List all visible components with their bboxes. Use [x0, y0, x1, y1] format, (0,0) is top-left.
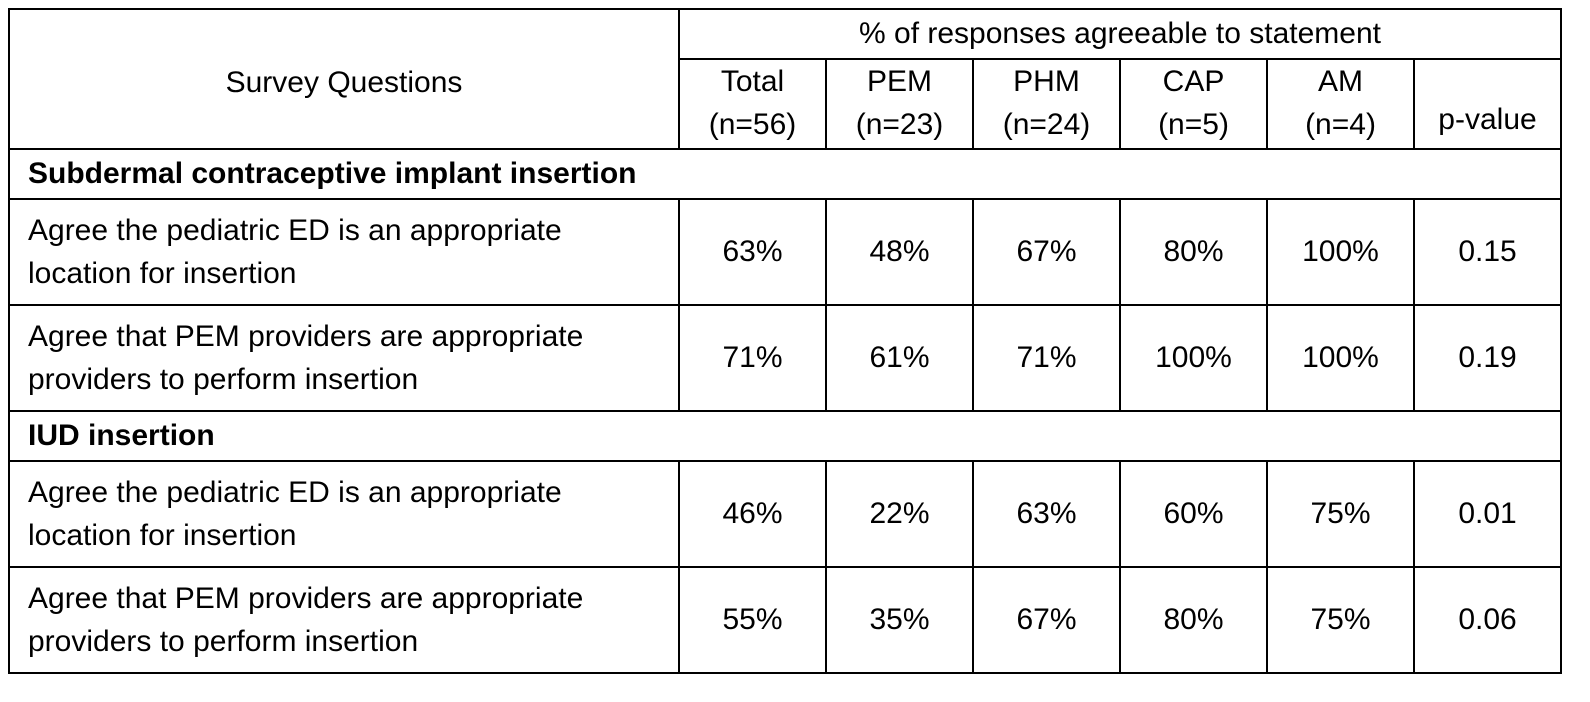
question-line: Agree that PEM providers are appropriate: [28, 581, 584, 615]
question-line: location for insertion: [28, 519, 297, 552]
value-p: 0.19: [1412, 304, 1563, 412]
value-phm: 67%: [972, 566, 1121, 674]
value-cap: 60%: [1119, 460, 1268, 568]
value-total: 63%: [678, 198, 827, 306]
value-cap: 100%: [1119, 304, 1268, 412]
value-am: 100%: [1266, 304, 1415, 412]
value-p: 0.06: [1412, 566, 1563, 674]
value-p: 0.15: [1412, 198, 1563, 306]
column-name: CAP: [1162, 65, 1225, 99]
column-header-am: AM (n=4): [1266, 58, 1415, 150]
column-header-total: Total (n=56): [678, 58, 827, 150]
value-total: 71%: [678, 304, 827, 412]
survey-questions-header: Survey Questions: [8, 8, 680, 150]
value-total: 46%: [678, 460, 827, 568]
value-phm: 63%: [972, 460, 1121, 568]
value-am: 75%: [1266, 460, 1415, 568]
value-total: 55%: [678, 566, 827, 674]
column-name: PHM: [1013, 65, 1080, 99]
section-title-implant: Subdermal contraceptive implant insertio…: [7, 148, 1563, 200]
column-name: PEM: [866, 65, 932, 99]
question-line: Agree the pediatric ED is an appropriate: [28, 213, 562, 247]
value-phm: 71%: [972, 304, 1121, 412]
question-line: Agree the pediatric ED is an appropriate: [28, 475, 562, 509]
value-cap: 80%: [1119, 198, 1268, 306]
table-row: Agree that PEM providers are appropriate…: [8, 304, 1563, 412]
survey-results-table: Survey Questions % of responses agreeabl…: [7, 8, 1563, 674]
column-sample-size: (n=23): [855, 108, 944, 141]
value-am: 100%: [1266, 198, 1415, 306]
column-header-cap: CAP (n=5): [1119, 58, 1268, 150]
value-phm: 67%: [972, 198, 1121, 306]
question-cell: Agree the pediatric ED is an appropriate…: [8, 198, 680, 306]
value-cap: 80%: [1119, 566, 1268, 674]
column-name: AM: [1318, 65, 1363, 99]
column-sample-size: (n=24): [1002, 108, 1091, 141]
value-pem: 22%: [825, 460, 974, 568]
question-cell: Agree that PEM providers are appropriate…: [8, 304, 680, 412]
value-pem: 48%: [825, 198, 974, 306]
table-row: Agree that PEM providers are appropriate…: [8, 566, 1563, 674]
value-am: 75%: [1266, 566, 1415, 674]
section-title-iud: IUD insertion: [7, 410, 1563, 462]
column-sample-size: (n=4): [1305, 108, 1376, 141]
table-row: Agree the pediatric ED is an appropriate…: [8, 460, 1563, 568]
value-pem: 61%: [825, 304, 974, 412]
value-pem: 35%: [825, 566, 974, 674]
column-header-p-value: p-value: [1412, 58, 1563, 150]
column-sample-size: (n=56): [708, 108, 797, 141]
percent-agreeable-header: % of responses agreeable to statement: [677, 8, 1563, 60]
question-line: providers to perform insertion: [28, 625, 419, 658]
question-cell: Agree that PEM providers are appropriate…: [8, 566, 680, 674]
table-row: Agree the pediatric ED is an appropriate…: [8, 198, 1563, 306]
column-sample-size: (n=5): [1158, 108, 1229, 141]
question-cell: Agree the pediatric ED is an appropriate…: [8, 460, 680, 568]
column-name: Total: [720, 65, 785, 99]
question-line: location for insertion: [28, 257, 297, 290]
value-p: 0.01: [1412, 460, 1563, 568]
column-header-pem: PEM (n=23): [825, 58, 974, 150]
column-header-phm: PHM (n=24): [972, 58, 1121, 150]
question-line: Agree that PEM providers are appropriate: [28, 319, 584, 353]
question-line: providers to perform insertion: [28, 363, 419, 396]
